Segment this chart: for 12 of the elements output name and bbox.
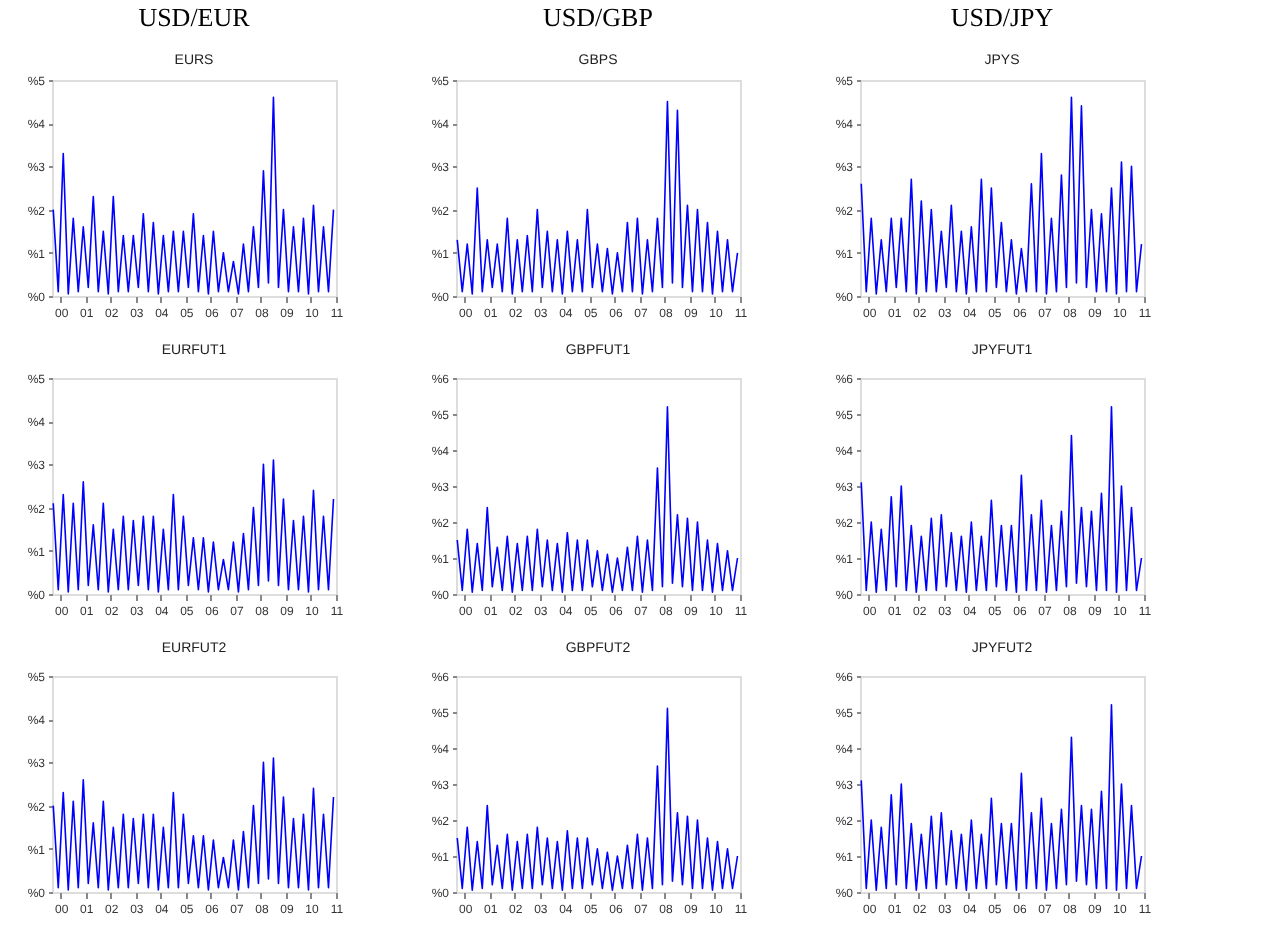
text: USD/GBP bbox=[543, 2, 653, 32]
line-series bbox=[860, 704, 1143, 891]
line-series bbox=[52, 96, 335, 295]
text: USD/JPY bbox=[950, 2, 1055, 32]
line-series bbox=[456, 100, 739, 295]
line-series bbox=[456, 707, 739, 891]
line-series bbox=[456, 406, 739, 593]
line-series bbox=[52, 757, 335, 891]
line-series bbox=[860, 96, 1143, 295]
line-series bbox=[52, 459, 335, 593]
text: USD/EUR bbox=[138, 2, 251, 32]
line-series bbox=[860, 406, 1143, 593]
